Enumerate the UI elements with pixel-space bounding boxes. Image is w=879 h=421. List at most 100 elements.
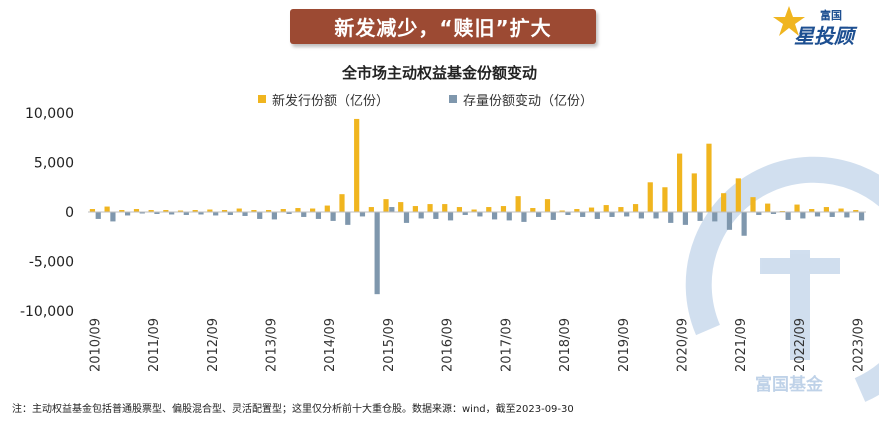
bar-stock-change <box>169 212 175 215</box>
bar-stock-change <box>447 212 454 221</box>
bar-new-issue <box>618 207 624 212</box>
x-tick-label: 2023/09 <box>852 318 867 372</box>
bar-new-issue <box>530 208 536 212</box>
x-tick-label: 2022/09 <box>793 318 808 372</box>
bar-new-issue <box>265 210 272 212</box>
bar-new-issue <box>750 197 756 212</box>
y-tick-label: 0 <box>65 205 74 221</box>
y-tick-label: 5,000 <box>34 156 74 172</box>
x-tick-label: 2011/09 <box>147 318 162 372</box>
y-tick-label: -5,000 <box>29 255 74 271</box>
bar-new-issue <box>398 202 404 212</box>
bar-stock-change <box>506 212 512 221</box>
bar-stock-change <box>785 212 791 220</box>
bar-stock-change <box>198 212 204 215</box>
bar-stock-change <box>741 212 747 236</box>
bar-stock-change <box>829 212 835 217</box>
bar-new-issue <box>809 209 815 212</box>
footnote: 注：主动权益基金包括普通股票型、偏股混合型、灵活配置型；这里仅分析前十大重仓股。… <box>12 404 574 415</box>
bar-stock-change <box>800 212 806 219</box>
bar-new-issue <box>192 210 198 212</box>
bar-stock-change <box>345 212 351 225</box>
bar-stock-change <box>271 212 277 220</box>
x-tick-label: 2016/09 <box>441 318 456 372</box>
bar-stock-change <box>580 212 586 217</box>
bar-stock-change <box>462 212 468 215</box>
bar-stock-change <box>110 212 116 222</box>
bar-stock-change <box>858 212 865 221</box>
bar-new-issue <box>177 210 184 212</box>
bar-stock-change <box>330 212 336 221</box>
bar-new-issue <box>765 203 771 212</box>
bar-stock-change <box>183 212 189 215</box>
bar-stock-change <box>403 212 410 223</box>
x-tick-label: 2017/09 <box>499 318 514 372</box>
bar-stock-change <box>712 212 718 222</box>
bar-stock-change <box>213 212 219 216</box>
x-tick-label: 2020/09 <box>676 318 691 372</box>
legend-label-stock-change: 存量份额变动（亿份） <box>463 93 594 109</box>
brand-logo: 富国 星投顾 <box>772 4 876 48</box>
legend-swatch-stock-change <box>449 95 458 103</box>
bar-new-issue <box>632 204 639 212</box>
bar-stock-change <box>227 212 233 215</box>
bar-stock-change <box>565 212 571 215</box>
legend-item-stock-change: 存量份额变动（亿份） <box>449 90 593 109</box>
bar-stock-change <box>756 212 762 215</box>
bar-new-issue <box>838 208 844 212</box>
bar-stock-change <box>359 212 366 217</box>
bar-new-issue <box>89 209 96 212</box>
y-tick-label: -10,000 <box>20 304 74 320</box>
bar-new-issue <box>647 182 653 212</box>
bar-stock-change <box>521 212 527 222</box>
bar-stock-change <box>653 212 659 219</box>
logo-line2: 星投顾 <box>794 24 854 48</box>
bar-new-issue <box>603 205 609 212</box>
bar-new-issue <box>677 153 683 212</box>
x-tick-label: 2013/09 <box>264 318 279 372</box>
x-tick-label: 2010/09 <box>88 318 103 372</box>
bar-stock-change <box>286 212 292 214</box>
bar-new-issue <box>794 204 800 212</box>
y-tick-label: 10,000 <box>25 106 74 122</box>
bar-new-issue <box>221 210 228 212</box>
bar-new-issue <box>133 209 140 212</box>
bar-new-issue <box>251 210 257 212</box>
bar-new-issue <box>691 173 697 212</box>
bar-new-issue <box>471 209 477 212</box>
bar-new-issue <box>339 194 345 212</box>
bar-stock-change <box>374 212 380 295</box>
bar-new-issue <box>574 209 580 212</box>
watermark-text: 富国基金 <box>755 374 824 395</box>
bar-stock-change <box>814 212 821 217</box>
bar-stock-change <box>491 212 498 220</box>
bar-new-issue <box>588 207 595 212</box>
bar-stock-change <box>609 212 615 217</box>
bar-new-issue <box>236 208 242 212</box>
bar-new-issue <box>412 206 418 212</box>
bar-stock-change <box>697 212 703 221</box>
bar-stock-change <box>315 212 322 219</box>
bar-stock-change <box>257 212 263 219</box>
bar-new-issue <box>544 199 551 212</box>
bar-new-issue <box>500 206 507 212</box>
bar-new-issue <box>427 204 433 212</box>
logo-line1: 富国 <box>820 9 842 22</box>
bar-new-issue <box>515 196 521 212</box>
bar-new-issue <box>442 204 448 212</box>
bar-new-issue <box>104 206 110 212</box>
bar-stock-change <box>638 212 644 219</box>
x-tick-label: 2018/09 <box>558 318 573 372</box>
bar-new-issue <box>119 210 125 212</box>
bar-stock-change <box>301 212 307 217</box>
bar-new-issue <box>721 193 727 212</box>
bar-new-issue <box>354 118 360 212</box>
legend-swatch-new-issue <box>258 95 266 103</box>
bar-new-issue <box>662 187 668 212</box>
x-tick-label: 2019/09 <box>617 318 632 372</box>
bar-new-issue <box>706 143 712 212</box>
bar-new-issue <box>853 210 859 212</box>
bar-stock-change <box>418 212 424 219</box>
legend-label-new-issue: 新发行份额（亿份） <box>272 93 390 109</box>
